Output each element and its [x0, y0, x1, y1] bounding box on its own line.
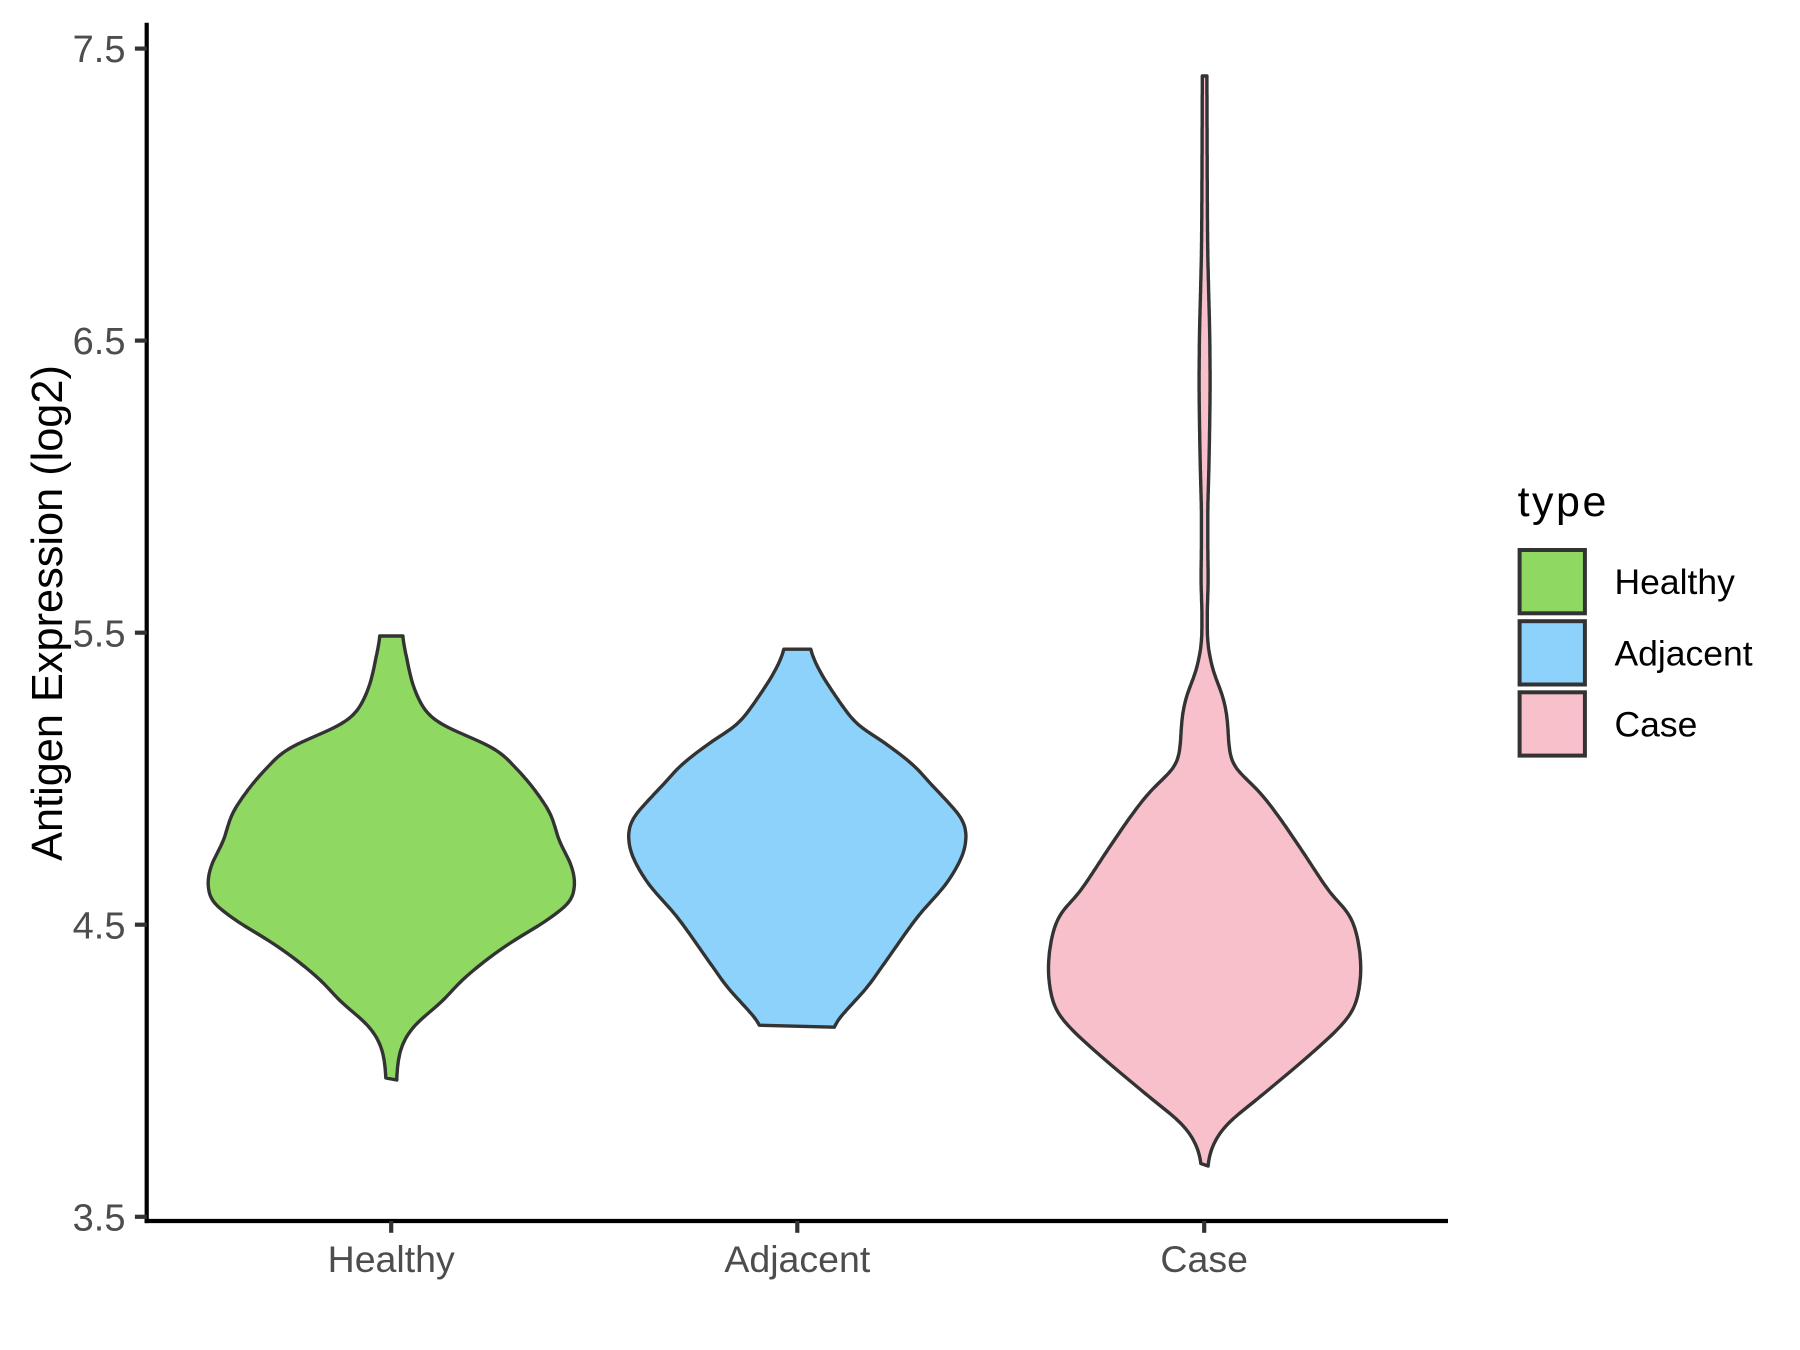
svg-text:Antigen Expression (log2): Antigen Expression (log2)	[24, 365, 72, 861]
svg-text:6.5: 6.5	[73, 321, 126, 363]
svg-text:5.5: 5.5	[73, 613, 126, 655]
svg-text:3.5: 3.5	[73, 1197, 126, 1239]
svg-text:Case: Case	[1160, 1238, 1248, 1280]
svg-text:Adjacent: Adjacent	[1615, 633, 1753, 673]
svg-text:Adjacent: Adjacent	[724, 1238, 871, 1280]
svg-text:Healthy: Healthy	[328, 1238, 455, 1280]
svg-text:4.5: 4.5	[73, 905, 126, 947]
svg-text:7.5: 7.5	[73, 29, 126, 71]
svg-text:Case: Case	[1615, 705, 1698, 745]
svg-text:type: type	[1518, 478, 1609, 526]
svg-text:Healthy: Healthy	[1615, 562, 1736, 602]
